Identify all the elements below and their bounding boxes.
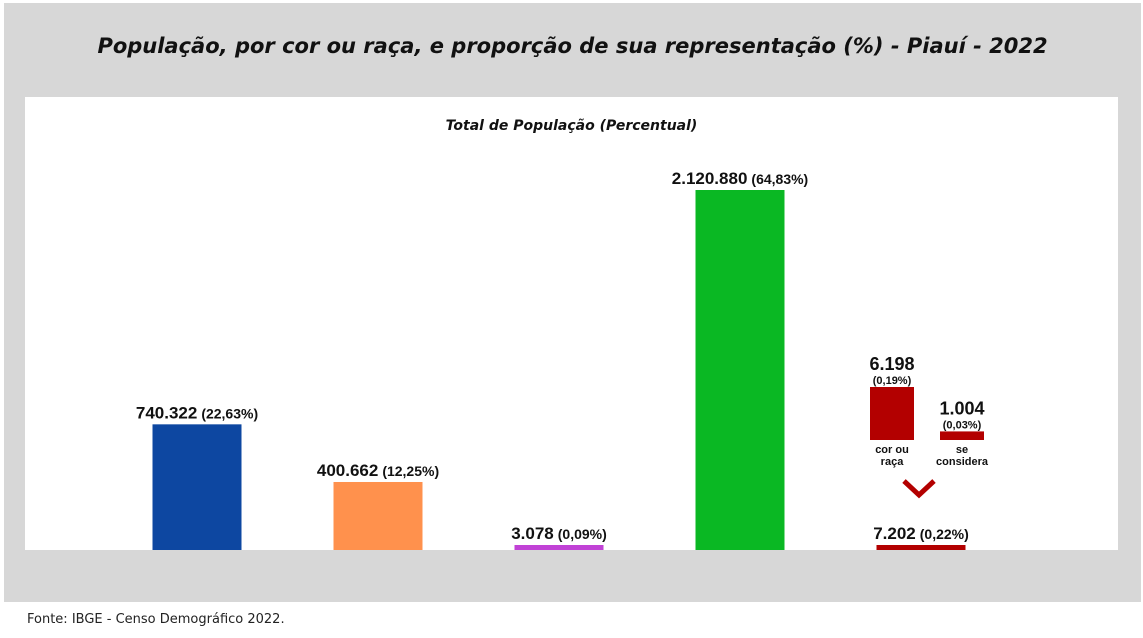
bar-value-1: 400.662: [317, 461, 378, 480]
chevron-down-icon: [902, 479, 936, 499]
bar-value-label-2: 3.078 (0,09%): [511, 524, 607, 543]
bar-value-label-4: 7.202 (0,22%): [873, 524, 969, 543]
chart-title: População, por cor ou raça, e proporção …: [97, 34, 1048, 58]
indigena-sub-percent-1: (0,03%): [943, 419, 982, 431]
indigena-sub-percent-0: (0,19%): [873, 375, 912, 387]
bar-preta: [333, 481, 423, 550]
bar-value-label-1: 400.662 (12,25%): [317, 461, 439, 480]
indigena-sub-value-1: 1.004: [939, 398, 984, 418]
indigena-sub-bar-1: [940, 431, 984, 440]
chart-subtitle: Total de População (Percentual): [445, 118, 698, 134]
bar-value-label-3: 2.120.880 (64,83%): [672, 169, 808, 188]
indigena-sub-caption-0-1: raça: [881, 456, 905, 468]
bar-indígena: [876, 545, 966, 550]
bar-value-3: 2.120.880: [672, 169, 748, 188]
indigena-sub-caption-0-0: cor ou: [875, 444, 909, 456]
bar-value-2: 3.078: [511, 524, 554, 543]
bar-percent-0: (22,63%): [201, 405, 258, 421]
indigena-sub-value-0: 6.198: [869, 354, 914, 374]
bar-parda: [695, 190, 785, 550]
bar-percent-3: (64,83%): [751, 171, 808, 187]
bar-value-label-0: 740.322 (22,63%): [136, 403, 258, 422]
chart-panel: Total de População (Percentual) 740.322(…: [25, 97, 1118, 550]
bar-value-4: 7.202: [873, 524, 916, 543]
indigena-sub-caption-1-1: considera: [936, 456, 989, 468]
indigena-sub-caption-1-0: se: [956, 444, 968, 456]
bar-percent-1: (12,25%): [382, 463, 439, 479]
source-note: Fonte: IBGE - Censo Demográfico 2022.: [27, 612, 285, 627]
bar-amarela: [514, 545, 604, 550]
bar-percent-4: (0,22%): [920, 526, 969, 542]
bar-percent-2: (0,09%): [558, 526, 607, 542]
bar-branca: [152, 424, 242, 550]
bar-chart: 740.322(22,63%)Branca400.662(12,25%)Pret…: [136, 169, 989, 550]
indigena-sub-bar-0: [870, 387, 914, 440]
bar-value-0: 740.322: [136, 403, 197, 422]
